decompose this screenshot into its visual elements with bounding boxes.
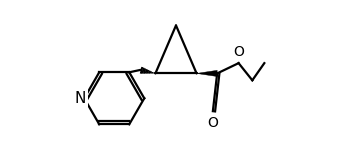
Polygon shape <box>197 70 217 76</box>
Text: O: O <box>233 45 244 59</box>
Text: N: N <box>75 91 86 106</box>
Text: O: O <box>207 116 218 130</box>
